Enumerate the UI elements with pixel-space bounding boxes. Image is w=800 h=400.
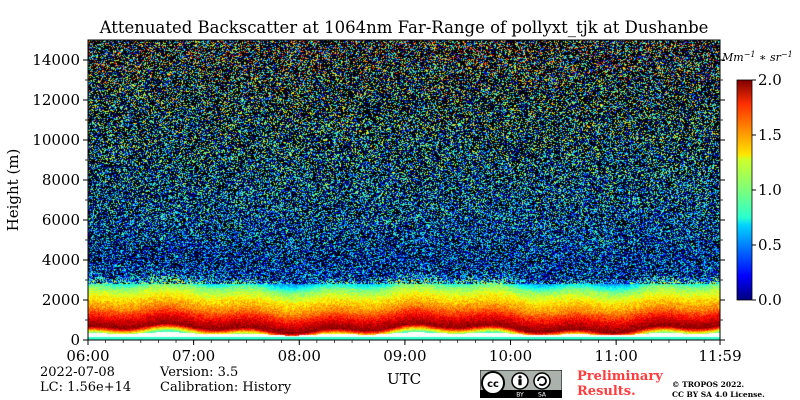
x-tick-label: 11:00 [595, 347, 638, 365]
colorbar-tick-label: 1.0 [758, 181, 782, 199]
sa-icon [533, 372, 551, 390]
heatmap-area [88, 40, 720, 340]
x-tick-label: 07:00 [172, 347, 215, 365]
colorbar-tick-label: 0.5 [758, 236, 782, 254]
preliminary-line-2: Results. [577, 384, 636, 399]
cc-by-label: BY [516, 392, 524, 399]
copyright-line-1: © TROPOS 2022. [672, 380, 745, 389]
cc-license-badge: cc BY SA [480, 370, 562, 398]
x-axis-label: UTC [387, 370, 421, 388]
y-tick-label: 4000 [42, 251, 80, 269]
cc-sa-label: SA [538, 392, 547, 399]
calibration-text: Calibration: History [160, 380, 292, 395]
colorbar-tick-label: 2.0 [758, 71, 782, 89]
colorbar-tick-label: 1.5 [758, 126, 782, 144]
lc-text: LC: 1.56e+14 [40, 380, 132, 395]
axes-group: 0 2000 4000 6000 8000 10000 12000 14000 06:00 07:… [32, 39, 742, 365]
y-tick-label: 2000 [42, 291, 80, 309]
y-tick-label: 0 [70, 331, 80, 349]
plot-frame [87, 39, 721, 341]
x-tick-label: 10:00 [489, 347, 532, 365]
x-tick-label: 09:00 [383, 347, 426, 365]
y-tick-label: 10000 [32, 131, 80, 149]
y-tick-label: 14000 [32, 51, 80, 69]
y-tick-label: 6000 [42, 211, 80, 229]
preliminary-line-1: Preliminary [577, 369, 663, 384]
version-text: Version: 3.5 [160, 365, 239, 380]
y-tick-label: 8000 [42, 171, 80, 189]
x-tick-label: 08:00 [278, 347, 321, 365]
copyright-note: © TROPOS 2022. CC BY SA 4.0 License. [672, 380, 765, 400]
colorbar-unit-label: Mm−1 ∗ sr−1 [721, 50, 793, 65]
colorbar-ticks: 0.0 0.5 1.0 1.5 2.0 [752, 71, 782, 309]
colorbar-tick-label: 0.0 [758, 291, 782, 309]
colorbar [736, 79, 753, 301]
cc-icon [481, 371, 505, 395]
x-tick-label: 06:00 [66, 347, 109, 365]
copyright-line-2: CC BY SA 4.0 License. [672, 390, 765, 399]
y-axis-label: Height (m) [4, 149, 22, 232]
x-tick-label: 11:59 [698, 347, 741, 365]
svg-text:cc: cc [487, 379, 499, 390]
chart-title: Attenuated Backscatter at 1064nm Far-Ran… [99, 18, 709, 37]
date-text: 2022-07-08 [40, 365, 115, 380]
preliminary-results-note: Preliminary Results. [577, 369, 663, 399]
y-tick-label: 12000 [32, 91, 80, 109]
